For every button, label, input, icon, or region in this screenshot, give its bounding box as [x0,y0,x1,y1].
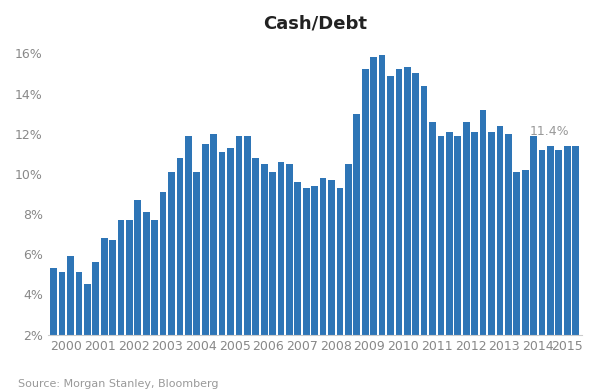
Bar [556,150,562,375]
Bar [379,56,385,375]
Bar [311,186,318,375]
Bar [134,200,141,375]
Bar [202,144,209,375]
Bar [412,74,419,375]
Bar [185,136,192,375]
Bar [421,86,427,375]
Bar [328,180,335,375]
Bar [530,136,537,375]
Bar [193,172,200,375]
Bar [210,134,217,375]
Bar [547,146,554,375]
Bar [353,114,360,375]
Bar [143,212,149,375]
Bar [404,68,410,375]
Bar [67,256,74,375]
Bar [437,136,445,375]
Bar [488,132,495,375]
Text: 11.4%: 11.4% [529,125,569,138]
Bar [269,172,276,375]
Bar [370,57,377,375]
Bar [514,172,520,375]
Bar [286,164,293,375]
Bar [253,158,259,375]
Bar [126,220,133,375]
Title: Cash/Debt: Cash/Debt [263,15,367,33]
Bar [84,284,91,375]
Bar [454,136,461,375]
Bar [471,132,478,375]
Bar [446,132,453,375]
Bar [522,170,529,375]
Bar [236,136,242,375]
Bar [176,158,184,375]
Bar [362,70,368,375]
Bar [345,164,352,375]
Bar [337,188,343,375]
Bar [303,188,310,375]
Bar [320,178,326,375]
Bar [244,136,251,375]
Text: Source: Morgan Stanley, Bloomberg: Source: Morgan Stanley, Bloomberg [18,379,218,389]
Bar [109,240,116,375]
Bar [92,262,99,375]
Bar [50,268,57,375]
Bar [395,70,402,375]
Bar [218,152,226,375]
Bar [387,75,394,375]
Bar [151,220,158,375]
Bar [168,172,175,375]
Bar [227,148,234,375]
Bar [261,164,268,375]
Bar [429,122,436,375]
Bar [572,146,579,375]
Bar [76,273,82,375]
Bar [564,146,571,375]
Bar [278,162,284,375]
Bar [160,192,166,375]
Bar [505,134,512,375]
Bar [539,150,545,375]
Bar [101,238,107,375]
Bar [497,126,503,375]
Bar [480,109,487,375]
Bar [295,182,301,375]
Bar [463,122,470,375]
Bar [59,273,65,375]
Bar [118,220,124,375]
